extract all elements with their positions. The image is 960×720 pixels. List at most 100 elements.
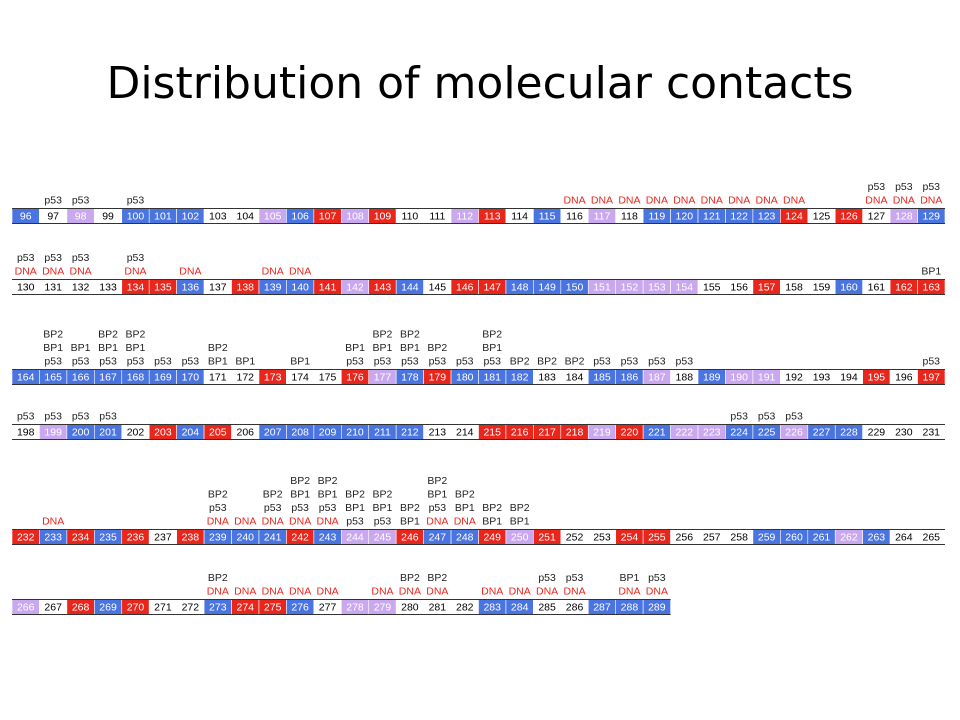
residue-number: 263 (868, 531, 886, 543)
contact-label: BP2 (126, 328, 146, 340)
contact-label: DNA (728, 194, 750, 206)
residue-number: 148 (511, 281, 529, 293)
contact-label: BP2 (427, 572, 447, 584)
contact-label: DNA (70, 265, 92, 277)
residue-number: 275 (264, 601, 282, 613)
contact-label: p53 (374, 355, 392, 367)
contact-label: BP1 (373, 342, 393, 354)
contact-label: p53 (621, 355, 639, 367)
residue-number: 139 (264, 281, 282, 293)
residue-number: 112 (456, 210, 473, 222)
residue-number: 114 (511, 210, 528, 222)
residue-number: 200 (72, 426, 90, 438)
contact-label: p53 (456, 355, 474, 367)
residue-number: 230 (895, 426, 913, 438)
contact-label: p53 (868, 181, 886, 193)
residue-number: 223 (703, 426, 721, 438)
residue-number: 171 (209, 371, 227, 383)
residue-number: 203 (154, 426, 172, 438)
residue-number: 179 (429, 371, 447, 383)
contact-label: DNA (262, 585, 284, 597)
contact-label: BP2 (510, 355, 530, 367)
residue-number: 181 (483, 371, 501, 383)
residue-number: 222 (676, 426, 694, 438)
residue-number: 110 (402, 210, 419, 222)
residue-number: 213 (429, 426, 447, 438)
contact-label: DNA (646, 585, 668, 597)
residue-number: 267 (44, 601, 62, 613)
residue-number: 102 (182, 210, 200, 222)
residue-number: 283 (483, 601, 501, 613)
residue-number: 227 (813, 426, 831, 438)
residue-number: 165 (44, 371, 62, 383)
residue-number: 113 (484, 210, 501, 222)
residue-number: 258 (730, 531, 748, 543)
contact-label: BP2 (565, 355, 585, 367)
residue-number: 276 (291, 601, 309, 613)
residue-number: 248 (456, 531, 474, 543)
contact-label: DNA (124, 265, 146, 277)
residue-number: 159 (813, 281, 831, 293)
residue-number: 184 (566, 371, 584, 383)
contact-label: p53 (291, 502, 309, 514)
residue-number: 141 (319, 281, 337, 293)
residue-number: 259 (758, 531, 776, 543)
residue-number: 244 (346, 531, 364, 543)
contact-label: BP1 (482, 342, 502, 354)
residue-number: 180 (456, 371, 474, 383)
contact-label: DNA (536, 585, 558, 597)
contact-label: BP2 (400, 502, 420, 514)
residue-number: 117 (594, 210, 611, 222)
residue-number: 162 (895, 281, 913, 293)
residue-number: 279 (374, 601, 392, 613)
contact-label: BP2 (208, 342, 228, 354)
residue-number: 116 (566, 210, 583, 222)
contact-label: p53 (374, 515, 392, 527)
residue-number: 260 (785, 531, 803, 543)
residue-number: 103 (209, 210, 227, 222)
contact-label: BP2 (455, 488, 475, 500)
residue-number: 149 (538, 281, 556, 293)
contact-label: DNA (618, 585, 640, 597)
residue-number: 111 (429, 210, 445, 222)
residue-number: 205 (209, 426, 227, 438)
contact-label: DNA (234, 515, 256, 527)
residue-number: 105 (264, 210, 282, 222)
contact-label: DNA (673, 194, 695, 206)
residue-number: 119 (648, 210, 665, 222)
residue-number: 249 (483, 531, 501, 543)
contact-label: BP1 (43, 342, 63, 354)
contact-label: DNA (893, 194, 915, 206)
contact-label: BP1 (290, 355, 310, 367)
residue-number: 226 (785, 426, 803, 438)
residue-number: 167 (99, 371, 117, 383)
residue-number: 182 (511, 371, 529, 383)
contact-label: p53 (648, 355, 666, 367)
residue-number: 160 (840, 281, 858, 293)
contact-label: p53 (923, 355, 941, 367)
residue-number: 245 (374, 531, 392, 543)
residue-number: 100 (127, 210, 145, 222)
contact-label: p53 (264, 502, 282, 514)
residue-number: 256 (676, 531, 694, 543)
contact-label: DNA (756, 194, 778, 206)
residue-number: 209 (319, 426, 337, 438)
residue-number: 217 (538, 426, 556, 438)
residue-number: 137 (209, 281, 227, 293)
contact-label: p53 (44, 252, 62, 264)
contact-label: BP2 (373, 488, 393, 500)
residue-number: 206 (236, 426, 254, 438)
residue-number: 101 (154, 210, 172, 222)
residue-number: 215 (483, 426, 501, 438)
residue-number: 99 (102, 210, 114, 222)
residue-number: 210 (346, 426, 364, 438)
contact-label: p53 (730, 410, 748, 422)
contact-label: p53 (429, 502, 447, 514)
contact-label: BP1 (235, 355, 255, 367)
residue-number: 242 (291, 531, 309, 543)
residue-number: 280 (401, 601, 419, 613)
residue-number: 194 (840, 371, 858, 383)
contact-label: BP2 (510, 502, 530, 514)
residue-number: 104 (236, 210, 254, 222)
